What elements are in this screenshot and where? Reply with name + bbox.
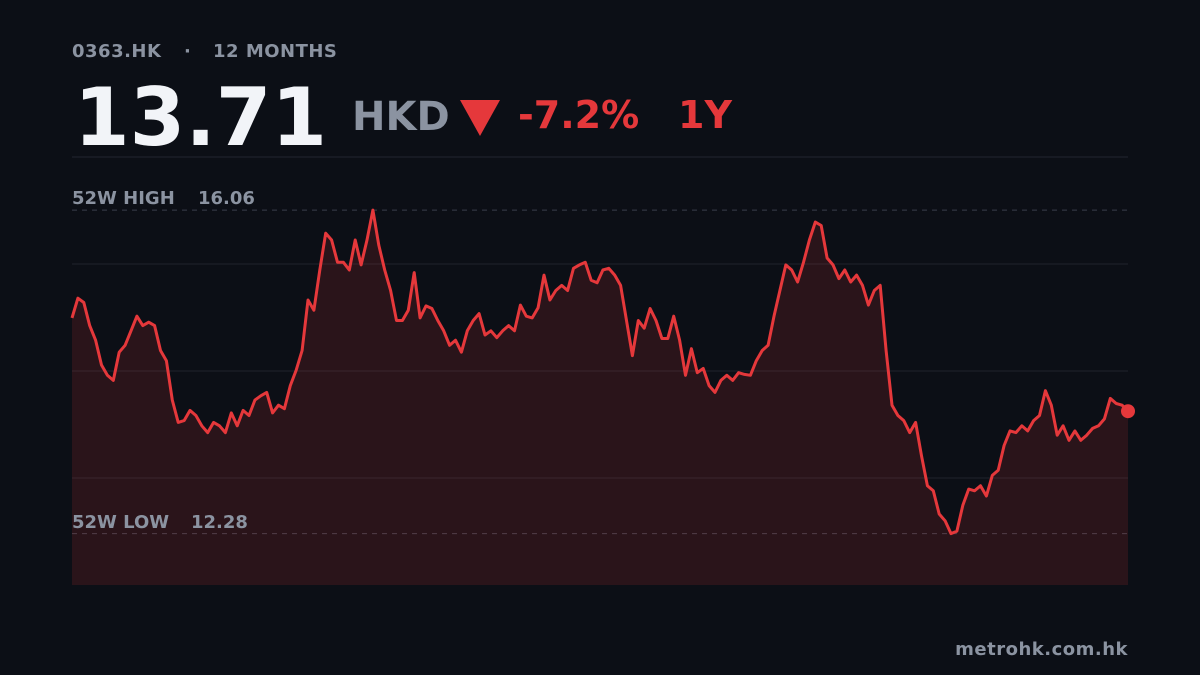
area-fill xyxy=(72,210,1128,585)
ticker: 0363.HK xyxy=(72,41,162,62)
source: metrohk.com.hk xyxy=(955,639,1128,660)
down-arrow xyxy=(460,100,500,136)
separator: · xyxy=(184,41,191,62)
low-label: 52W LOW xyxy=(72,512,169,533)
currency: HKD xyxy=(352,94,450,140)
last-point xyxy=(1121,404,1135,419)
period: 12 MONTHS xyxy=(213,41,337,62)
high-value: 16.06 xyxy=(198,188,255,209)
price-line xyxy=(70,208,1130,536)
low-value: 12.28 xyxy=(191,512,248,533)
change: -7.2% xyxy=(518,93,639,137)
plot xyxy=(70,208,1135,585)
high-label: 52W HIGH xyxy=(72,188,175,209)
price: 13.71 xyxy=(74,71,327,164)
range: 1Y xyxy=(678,93,732,137)
